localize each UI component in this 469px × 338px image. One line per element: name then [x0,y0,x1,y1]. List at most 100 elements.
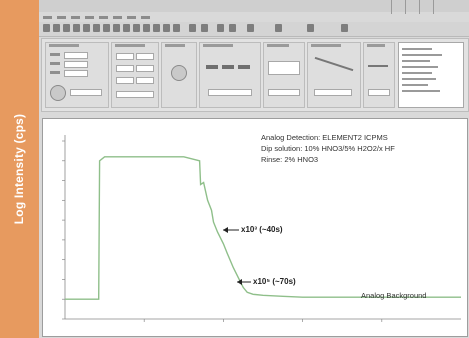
input-field[interactable] [208,89,252,96]
dial-knob[interactable] [171,65,187,81]
toolbar-button[interactable] [153,24,160,32]
menu-item[interactable] [85,16,94,19]
control-panel [111,42,159,108]
menu-item[interactable] [113,16,122,19]
toolbar-button[interactable] [247,24,254,32]
toolbar-button[interactable] [307,24,314,32]
list-item[interactable] [402,66,438,68]
toolbar-button[interactable] [229,24,236,32]
panel-header [311,44,341,47]
line-indicator [314,56,354,72]
toolbar-button[interactable] [63,24,70,32]
marker-40s-label: x10³ (~40s) [241,225,283,234]
toolbar-button[interactable] [143,24,150,32]
y-axis-label: Log Intensity (cps) [12,113,27,225]
toolbar-button[interactable] [275,24,282,32]
input-field[interactable] [116,77,134,84]
list-item[interactable] [402,54,442,56]
input-field[interactable] [116,65,134,72]
toolbar [39,22,469,37]
menu-item[interactable] [127,16,136,19]
menu-item[interactable] [141,16,150,19]
list-item[interactable] [402,72,432,74]
control-panel [263,42,305,108]
panel-header [49,44,79,47]
control-panel [363,42,395,108]
setup-line-3: Rinse: 2% HNO3 [261,155,319,164]
toolbar-button[interactable] [201,24,208,32]
toolbar-button[interactable] [113,24,120,32]
input-field[interactable] [314,89,352,96]
list-item[interactable] [402,48,432,50]
marker-70s-arrow-head [237,279,242,285]
marker-70s-label: x10⁵ (~70s) [253,277,296,286]
toolbar-button[interactable] [43,24,50,32]
list-item[interactable] [402,84,428,86]
field-label [50,62,60,65]
menu-item[interactable] [43,16,52,19]
marker-40s-arrow-head [223,227,228,233]
y-axis-label-bar [0,0,39,338]
plot-frame: Analog Detection: ELEMENT2 ICPMS Dip sol… [42,118,468,337]
panel-header [267,44,289,47]
input-field[interactable] [136,53,154,60]
list-item[interactable] [402,90,440,92]
toolbar-button[interactable] [123,24,130,32]
list-item[interactable] [402,78,436,80]
panel-header [367,44,385,47]
indicator [206,65,218,69]
toolbar-button[interactable] [73,24,80,32]
toolbar-button[interactable] [53,24,60,32]
y-axis-label-wrap: Log Intensity (cps) [0,0,39,338]
grid-mark [391,0,392,14]
input-field[interactable] [136,65,154,72]
menu-item[interactable] [57,16,66,19]
toolbar-button[interactable] [83,24,90,32]
input-field[interactable] [136,77,154,84]
panel-header [203,44,233,47]
indicator [238,65,250,69]
setup-line-1: Analog Detection: ELEMENT2 ICPMS [261,133,388,142]
panel-header [115,44,145,47]
title-bar [39,0,469,14]
control-ribbon [41,38,469,112]
signal-line [65,156,461,300]
control-panel [161,42,197,108]
dial-knob[interactable] [50,85,66,101]
element-list[interactable] [398,42,464,108]
input-field[interactable] [70,89,102,96]
list-item[interactable] [402,60,430,62]
input-field[interactable] [64,61,88,68]
control-panel [307,42,361,108]
menu-item[interactable] [71,16,80,19]
menu-bar[interactable] [39,12,389,22]
input-field[interactable] [116,53,134,60]
toolbar-button[interactable] [341,24,348,32]
toolbar-button[interactable] [133,24,140,32]
input-field[interactable] [64,70,88,77]
input-field[interactable] [268,89,300,96]
indicator [222,65,234,69]
input-field[interactable] [64,52,88,59]
toolbar-button[interactable] [173,24,180,32]
intensity-plot [62,135,461,322]
toolbar-button[interactable] [189,24,196,32]
grid-mark [405,0,406,14]
field-label [50,53,60,56]
background-label: Analog Background [361,291,427,300]
menu-item[interactable] [99,16,108,19]
setup-line-2: Dip solution: 10% HNO3/5% H2O2/x HF [261,144,395,153]
grid-mark [419,0,420,14]
toolbar-button[interactable] [93,24,100,32]
field-label [50,71,60,74]
input-field[interactable] [368,89,390,96]
input-field[interactable] [268,61,300,75]
toolbar-button[interactable] [163,24,170,32]
app-window: Analog Detection: ELEMENT2 ICPMS Dip sol… [39,0,469,338]
line-indicator [368,65,388,67]
control-panel [199,42,261,108]
toolbar-button[interactable] [217,24,224,32]
input-field[interactable] [116,91,154,98]
toolbar-button[interactable] [103,24,110,32]
grid-mark [433,0,434,14]
